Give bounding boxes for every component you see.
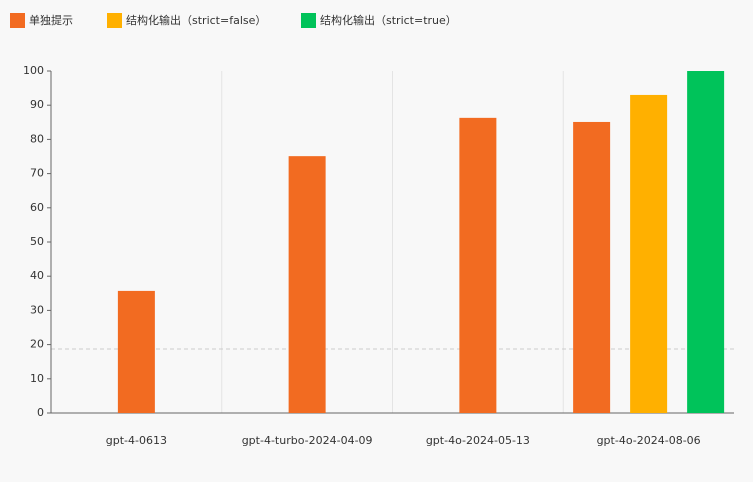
y-tick-label: 80 — [30, 132, 44, 145]
y-tick-label: 100 — [23, 64, 44, 77]
y-tick-label: 30 — [30, 303, 44, 316]
y-tick-label: 40 — [30, 269, 44, 282]
y-tick-label: 20 — [30, 338, 44, 351]
bar — [573, 121, 611, 413]
y-tick-label: 90 — [30, 98, 44, 111]
y-tick-label: 0 — [37, 406, 44, 419]
bar — [117, 290, 155, 413]
x-tick-label: gpt-4-0613 — [106, 434, 167, 447]
y-tick-label: 70 — [30, 167, 44, 180]
legend-swatch — [10, 13, 25, 28]
bar — [459, 117, 497, 413]
bar — [630, 94, 668, 413]
legend-label: 结构化输出（strict=false） — [126, 13, 266, 27]
y-tick-label: 60 — [30, 201, 44, 214]
bar — [288, 156, 326, 413]
legend-swatch — [107, 13, 122, 28]
bar — [687, 71, 725, 413]
legend-swatch — [301, 13, 316, 28]
legend-label: 单独提示 — [29, 14, 73, 27]
y-tick-label: 10 — [30, 372, 44, 385]
x-tick-label: gpt-4-turbo-2024-04-09 — [242, 434, 373, 447]
legend-label: 结构化输出（strict=true） — [320, 13, 457, 27]
y-tick-label: 50 — [30, 235, 44, 248]
x-tick-label: gpt-4o-2024-08-06 — [597, 434, 701, 447]
x-tick-label: gpt-4o-2024-05-13 — [426, 434, 530, 447]
